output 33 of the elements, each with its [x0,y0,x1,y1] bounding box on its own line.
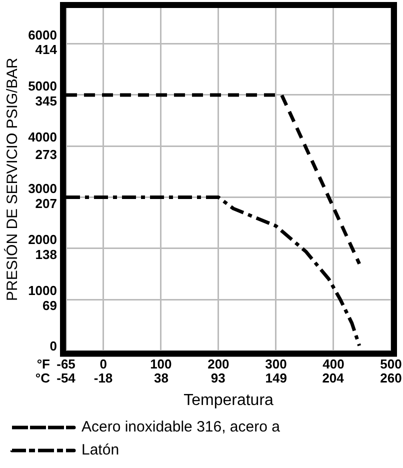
x-tick-label: 500 [380,356,402,372]
y2-tick-label: 69 [42,298,57,314]
y-tick-label: 0 [50,338,57,354]
y-axis-title: PRESIÓN DE SERVICIO PSIG/BAR [3,58,22,301]
y2-tick-label: 273 [35,146,57,162]
y-tick-label: 2000 [28,232,57,248]
x-axis-title: Temperatura [184,392,274,409]
y-tick-label: 3000 [28,180,57,196]
y2-tick-label: 414 [35,42,58,58]
x-tick-label: 400 [322,356,344,372]
y-tick-label: 6000 [28,27,57,42]
x2-tick-label: 93 [210,370,226,386]
x-tick-label: -65 [56,356,76,372]
x-tick-label: 300 [265,356,287,372]
x2-tick-label: 38 [154,370,168,386]
text: °C [35,370,51,386]
x2-tick-label: 260 [380,370,402,386]
y-tick-label: 1000 [28,283,57,298]
text: °F [36,356,50,372]
y-tick-label: 4000 [28,130,57,145]
x-tick-label: 200 [208,356,230,372]
x2-tick-label: -54 [56,370,76,386]
legend-label: Latón [82,442,120,459]
x-tick-label: 100 [150,356,172,372]
y2-tick-label: 345 [35,93,57,108]
y2-tick-label: 138 [35,246,57,262]
x2-tick-label: -18 [94,370,113,386]
legend-label: Acero inoxidable 316, acero a [82,418,281,436]
y2-tick-label: 207 [35,196,57,211]
x-tick-label: 0 [100,356,108,372]
x2-tick-label: 204 [322,370,345,386]
y-tick-label: 5000 [28,78,57,94]
x2-tick-label: 149 [265,370,287,386]
